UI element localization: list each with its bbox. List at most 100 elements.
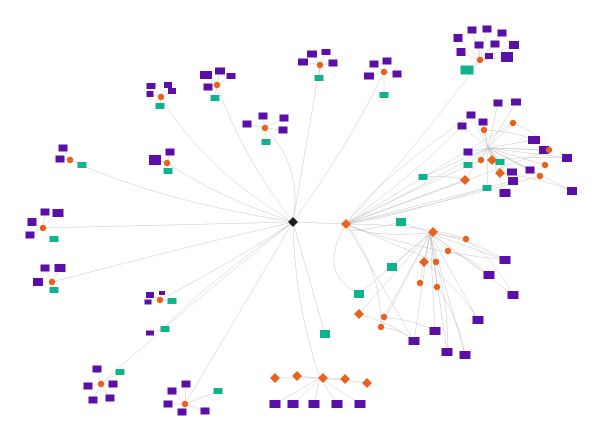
orange-circle-node[interactable] bbox=[316, 61, 324, 69]
purple-rect-node[interactable] bbox=[146, 91, 154, 97]
orange-circle-node[interactable] bbox=[181, 400, 189, 408]
teal-rect-node[interactable] bbox=[495, 159, 505, 165]
purple-rect-node[interactable] bbox=[453, 34, 463, 42]
purple-rect-node[interactable] bbox=[472, 316, 484, 324]
purple-rect-node[interactable] bbox=[382, 57, 392, 65]
purple-rect-node[interactable] bbox=[269, 400, 281, 408]
purple-rect-node[interactable] bbox=[490, 40, 500, 48]
orange-diamond-node[interactable] bbox=[354, 309, 364, 319]
purple-rect-node[interactable] bbox=[242, 120, 252, 128]
purple-rect-node[interactable] bbox=[55, 155, 65, 163]
purple-rect-node[interactable] bbox=[105, 394, 115, 402]
purple-rect-node[interactable] bbox=[149, 155, 161, 165]
orange-diamond-node[interactable] bbox=[318, 373, 328, 383]
purple-rect-node[interactable] bbox=[83, 382, 93, 390]
purple-rect-node[interactable] bbox=[482, 25, 492, 33]
purple-rect-node[interactable] bbox=[108, 380, 118, 388]
purple-rect-node[interactable] bbox=[146, 330, 154, 336]
purple-rect-node[interactable] bbox=[525, 166, 535, 174]
orange-circle-node[interactable] bbox=[416, 279, 424, 287]
purple-rect-node[interactable] bbox=[159, 291, 165, 295]
purple-rect-node[interactable] bbox=[408, 337, 420, 345]
teal-rect-node[interactable] bbox=[482, 185, 492, 191]
orange-circle-node[interactable] bbox=[509, 119, 517, 127]
orange-circle-node[interactable] bbox=[97, 380, 105, 388]
teal-rect-node[interactable] bbox=[396, 218, 406, 226]
purple-rect-node[interactable] bbox=[181, 380, 191, 388]
orange-circle-node[interactable] bbox=[163, 159, 171, 167]
teal-rect-node[interactable] bbox=[314, 75, 324, 81]
teal-rect-node[interactable] bbox=[379, 92, 389, 98]
orange-circle-node[interactable] bbox=[433, 283, 441, 291]
purple-rect-node[interactable] bbox=[168, 88, 176, 94]
teal-rect-node[interactable] bbox=[210, 95, 220, 101]
orange-circle-node[interactable] bbox=[432, 258, 440, 266]
orange-diamond-node[interactable] bbox=[487, 155, 497, 165]
purple-rect-node[interactable] bbox=[27, 218, 37, 226]
purple-rect-node[interactable] bbox=[58, 144, 68, 152]
purple-rect-node[interactable] bbox=[40, 208, 50, 216]
purple-rect-node[interactable] bbox=[474, 41, 484, 49]
purple-rect-node[interactable] bbox=[278, 126, 288, 134]
purple-rect-node[interactable] bbox=[429, 327, 441, 335]
teal-rect-node[interactable] bbox=[460, 65, 474, 75]
purple-rect-node[interactable] bbox=[331, 400, 343, 408]
orange-circle-node[interactable] bbox=[545, 146, 553, 154]
orange-circle-node[interactable] bbox=[536, 172, 544, 180]
orange-circle-node[interactable] bbox=[261, 124, 269, 132]
purple-rect-node[interactable] bbox=[508, 177, 518, 185]
purple-rect-node[interactable] bbox=[258, 112, 268, 120]
purple-rect-node[interactable] bbox=[528, 136, 540, 144]
orange-circle-node[interactable] bbox=[213, 81, 221, 89]
purple-rect-node[interactable] bbox=[457, 122, 467, 130]
purple-rect-node[interactable] bbox=[392, 70, 402, 78]
purple-rect-node[interactable] bbox=[539, 146, 549, 154]
purple-rect-node[interactable] bbox=[144, 299, 152, 305]
purple-rect-node[interactable] bbox=[279, 114, 289, 122]
teal-rect-node[interactable] bbox=[160, 326, 170, 332]
orange-diamond-node[interactable] bbox=[419, 257, 429, 267]
orange-circle-node[interactable] bbox=[476, 56, 484, 64]
orange-diamond-node[interactable] bbox=[292, 371, 302, 381]
purple-rect-node[interactable] bbox=[177, 408, 187, 416]
purple-rect-node[interactable] bbox=[40, 264, 50, 272]
purple-rect-node[interactable] bbox=[321, 49, 331, 55]
purple-rect-node[interactable] bbox=[167, 387, 177, 395]
orange-circle-node[interactable] bbox=[380, 313, 388, 321]
orange-circle-node[interactable] bbox=[477, 156, 485, 164]
orange-diamond-node[interactable] bbox=[362, 378, 372, 388]
purple-rect-node[interactable] bbox=[354, 400, 366, 408]
orange-circle-node[interactable] bbox=[377, 323, 385, 331]
orange-circle-node[interactable] bbox=[66, 156, 74, 164]
purple-rect-node[interactable] bbox=[509, 41, 519, 49]
orange-diamond-node[interactable] bbox=[428, 227, 438, 237]
purple-rect-node[interactable] bbox=[562, 154, 572, 162]
purple-rect-node[interactable] bbox=[501, 52, 513, 62]
purple-rect-node[interactable] bbox=[165, 148, 175, 156]
purple-rect-node[interactable] bbox=[203, 83, 213, 91]
teal-rect-node[interactable] bbox=[261, 139, 271, 145]
purple-rect-node[interactable] bbox=[307, 50, 317, 58]
purple-rect-node[interactable] bbox=[499, 189, 511, 197]
orange-circle-node[interactable] bbox=[48, 278, 56, 286]
purple-rect-node[interactable] bbox=[164, 82, 172, 88]
purple-rect-node[interactable] bbox=[33, 278, 43, 286]
purple-rect-node[interactable] bbox=[441, 348, 453, 356]
teal-rect-node[interactable] bbox=[163, 168, 173, 174]
purple-rect-node[interactable] bbox=[567, 187, 577, 195]
purple-rect-node[interactable] bbox=[226, 73, 236, 79]
purple-rect-node[interactable] bbox=[507, 168, 517, 176]
central-hub-node[interactable] bbox=[288, 217, 298, 227]
orange-circle-node[interactable] bbox=[541, 161, 549, 169]
purple-rect-node[interactable] bbox=[483, 271, 495, 279]
teal-rect-node[interactable] bbox=[354, 290, 364, 298]
teal-rect-node[interactable] bbox=[49, 287, 59, 293]
purple-rect-node[interactable] bbox=[497, 29, 507, 37]
teal-rect-node[interactable] bbox=[387, 263, 397, 271]
orange-circle-node[interactable] bbox=[480, 126, 488, 134]
purple-rect-node[interactable] bbox=[92, 365, 102, 373]
purple-rect-node[interactable] bbox=[511, 98, 521, 106]
purple-rect-node[interactable] bbox=[25, 231, 35, 239]
orange-circle-node[interactable] bbox=[462, 235, 470, 243]
purple-rect-node[interactable] bbox=[467, 26, 477, 34]
